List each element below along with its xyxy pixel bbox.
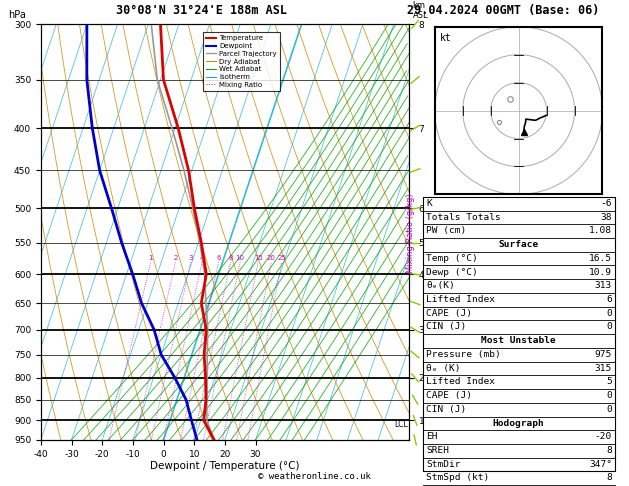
Text: Dewp (°C): Dewp (°C)	[426, 267, 478, 277]
Text: K: K	[426, 199, 432, 208]
Text: kt: kt	[440, 33, 452, 43]
Text: © weatheronline.co.uk: © weatheronline.co.uk	[258, 472, 371, 481]
Text: Lifted Index: Lifted Index	[426, 377, 496, 386]
Text: 10.9: 10.9	[589, 267, 612, 277]
Text: 20: 20	[267, 255, 276, 260]
Text: 0: 0	[606, 391, 612, 400]
Text: 975: 975	[595, 350, 612, 359]
Text: -6: -6	[601, 199, 612, 208]
Text: CIN (J): CIN (J)	[426, 405, 467, 414]
Text: 6: 6	[606, 295, 612, 304]
Text: CAPE (J): CAPE (J)	[426, 391, 472, 400]
Text: θₑ(K): θₑ(K)	[426, 281, 455, 290]
Text: Pressure (mb): Pressure (mb)	[426, 350, 501, 359]
Text: 315: 315	[595, 364, 612, 373]
Text: EH: EH	[426, 432, 438, 441]
Text: PW (cm): PW (cm)	[426, 226, 467, 235]
Text: -20: -20	[595, 432, 612, 441]
Text: 0: 0	[606, 322, 612, 331]
Text: StmSpd (kt): StmSpd (kt)	[426, 473, 490, 483]
Text: Surface: Surface	[499, 240, 538, 249]
Text: LCL: LCL	[394, 420, 408, 429]
Text: StmDir: StmDir	[426, 460, 461, 469]
Text: 8: 8	[606, 446, 612, 455]
Text: θₑ (K): θₑ (K)	[426, 364, 461, 373]
Text: 0: 0	[606, 405, 612, 414]
Text: 6: 6	[216, 255, 221, 260]
Text: 29.04.2024 00GMT (Base: 06): 29.04.2024 00GMT (Base: 06)	[407, 4, 599, 17]
Text: Temp (°C): Temp (°C)	[426, 254, 478, 263]
Text: Hodograph: Hodograph	[493, 418, 545, 428]
Text: 16.5: 16.5	[589, 254, 612, 263]
Text: 1.08: 1.08	[589, 226, 612, 235]
Text: 2: 2	[174, 255, 177, 260]
Text: Totals Totals: Totals Totals	[426, 212, 501, 222]
Text: 0: 0	[606, 309, 612, 318]
Text: 313: 313	[595, 281, 612, 290]
Text: 38: 38	[601, 212, 612, 222]
Text: 10: 10	[236, 255, 245, 260]
Text: Mixing Ratio (g/kg): Mixing Ratio (g/kg)	[406, 193, 415, 273]
Text: km
ASL: km ASL	[413, 1, 428, 20]
Text: 3: 3	[189, 255, 193, 260]
Text: CAPE (J): CAPE (J)	[426, 309, 472, 318]
Text: 4: 4	[200, 255, 204, 260]
Text: Lifted Index: Lifted Index	[426, 295, 496, 304]
Text: 5: 5	[606, 377, 612, 386]
Text: 15: 15	[253, 255, 263, 260]
Text: 8: 8	[228, 255, 233, 260]
Text: 30°08'N 31°24'E 188m ASL: 30°08'N 31°24'E 188m ASL	[116, 4, 287, 17]
Text: SREH: SREH	[426, 446, 450, 455]
Text: CIN (J): CIN (J)	[426, 322, 467, 331]
Text: 347°: 347°	[589, 460, 612, 469]
Legend: Temperature, Dewpoint, Parcel Trajectory, Dry Adiabat, Wet Adiabat, Isotherm, Mi: Temperature, Dewpoint, Parcel Trajectory…	[203, 32, 281, 91]
Text: Most Unstable: Most Unstable	[481, 336, 556, 345]
Text: hPa: hPa	[8, 10, 26, 20]
Text: 8: 8	[606, 473, 612, 483]
X-axis label: Dewpoint / Temperature (°C): Dewpoint / Temperature (°C)	[150, 461, 299, 471]
Text: 25: 25	[277, 255, 286, 260]
Text: 1: 1	[148, 255, 153, 260]
